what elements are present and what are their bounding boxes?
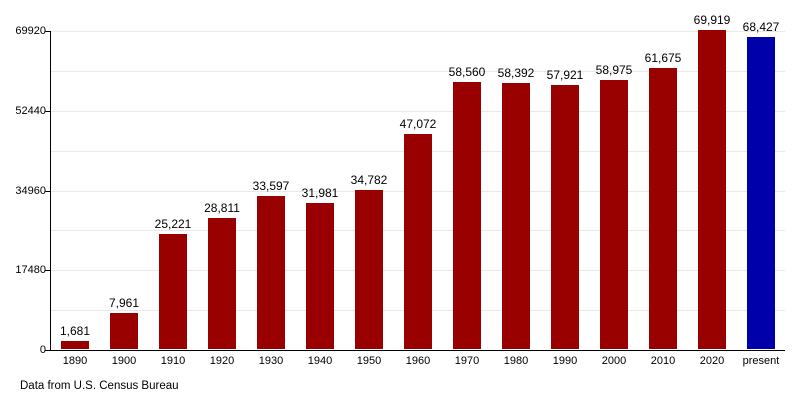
gridline [50,111,785,112]
bar-1890 [61,341,89,349]
bar-1910 [159,234,187,349]
x-axis-label: present [742,355,780,367]
x-axis-label: 1970 [454,355,480,367]
gridline [50,31,785,32]
bar-value-label: 7,961 [108,296,140,310]
bar-2010 [649,68,677,349]
bar-1900 [110,313,138,349]
y-axis-tick [45,111,50,112]
x-axis-label: 1940 [307,355,333,367]
bar-value-label: 47,072 [399,117,437,131]
bar-present [747,37,775,349]
y-axis-tick [45,191,50,192]
y-axis-line [50,31,51,350]
x-axis-label: 1980 [503,355,529,367]
x-axis-label: 2020 [699,355,725,367]
bar-1940 [306,203,334,349]
x-axis-label: 2000 [601,355,627,367]
bar-value-label: 28,811 [204,201,240,215]
bar-2020 [698,30,726,349]
bar-1960 [404,134,432,349]
bar-value-label: 34,782 [350,173,388,187]
x-axis-label: 1930 [258,355,284,367]
y-axis-tick [45,350,50,351]
y-axis-label: 52440 [15,105,46,117]
bar-value-label: 57,921 [546,68,584,82]
x-axis-label: 1950 [356,355,382,367]
bar-2000 [600,80,628,349]
bar-value-label: 33,597 [252,179,290,193]
x-axis-line [50,350,785,351]
y-axis-label: 17480 [15,264,46,276]
x-axis-label: 1920 [209,355,235,367]
y-axis-tick [45,270,50,271]
y-axis-tick [45,31,50,32]
x-axis-label: 1900 [111,355,137,367]
bar-value-label: 68,427 [742,20,780,34]
bar-value-label: 61,675 [644,51,682,65]
x-axis-label: 1910 [160,355,186,367]
bar-value-label: 58,560 [448,65,486,79]
bar-1980 [502,83,530,349]
bar-value-label: 58,975 [595,63,633,77]
x-axis-label: 1890 [62,355,88,367]
gridline [50,71,785,72]
bar-1970 [453,82,481,349]
bar-value-label: 69,919 [693,13,731,27]
bar-value-label: 1,681 [59,324,91,338]
y-axis-label: 69920 [15,25,46,37]
bar-value-label: 25,221 [154,217,192,231]
plot-area: 0 17480 34960 52440 69920 1,681 7,961 25,221 28… [15,13,785,367]
y-axis-label: 0 [39,344,46,356]
caption: Data from U.S. Census Bureau [20,380,179,392]
bar-1950 [355,190,383,349]
x-axis-label: 2010 [650,355,676,367]
bar-1990 [551,85,579,349]
y-axis-label: 34960 [15,185,46,197]
bar-value-label: 58,392 [497,66,535,80]
x-axis-label: 1990 [552,355,578,367]
x-axis-label: 1960 [405,355,431,367]
bar-1930 [257,196,285,349]
bar-1920 [208,218,236,349]
bar-value-label: 31,981 [301,186,339,200]
